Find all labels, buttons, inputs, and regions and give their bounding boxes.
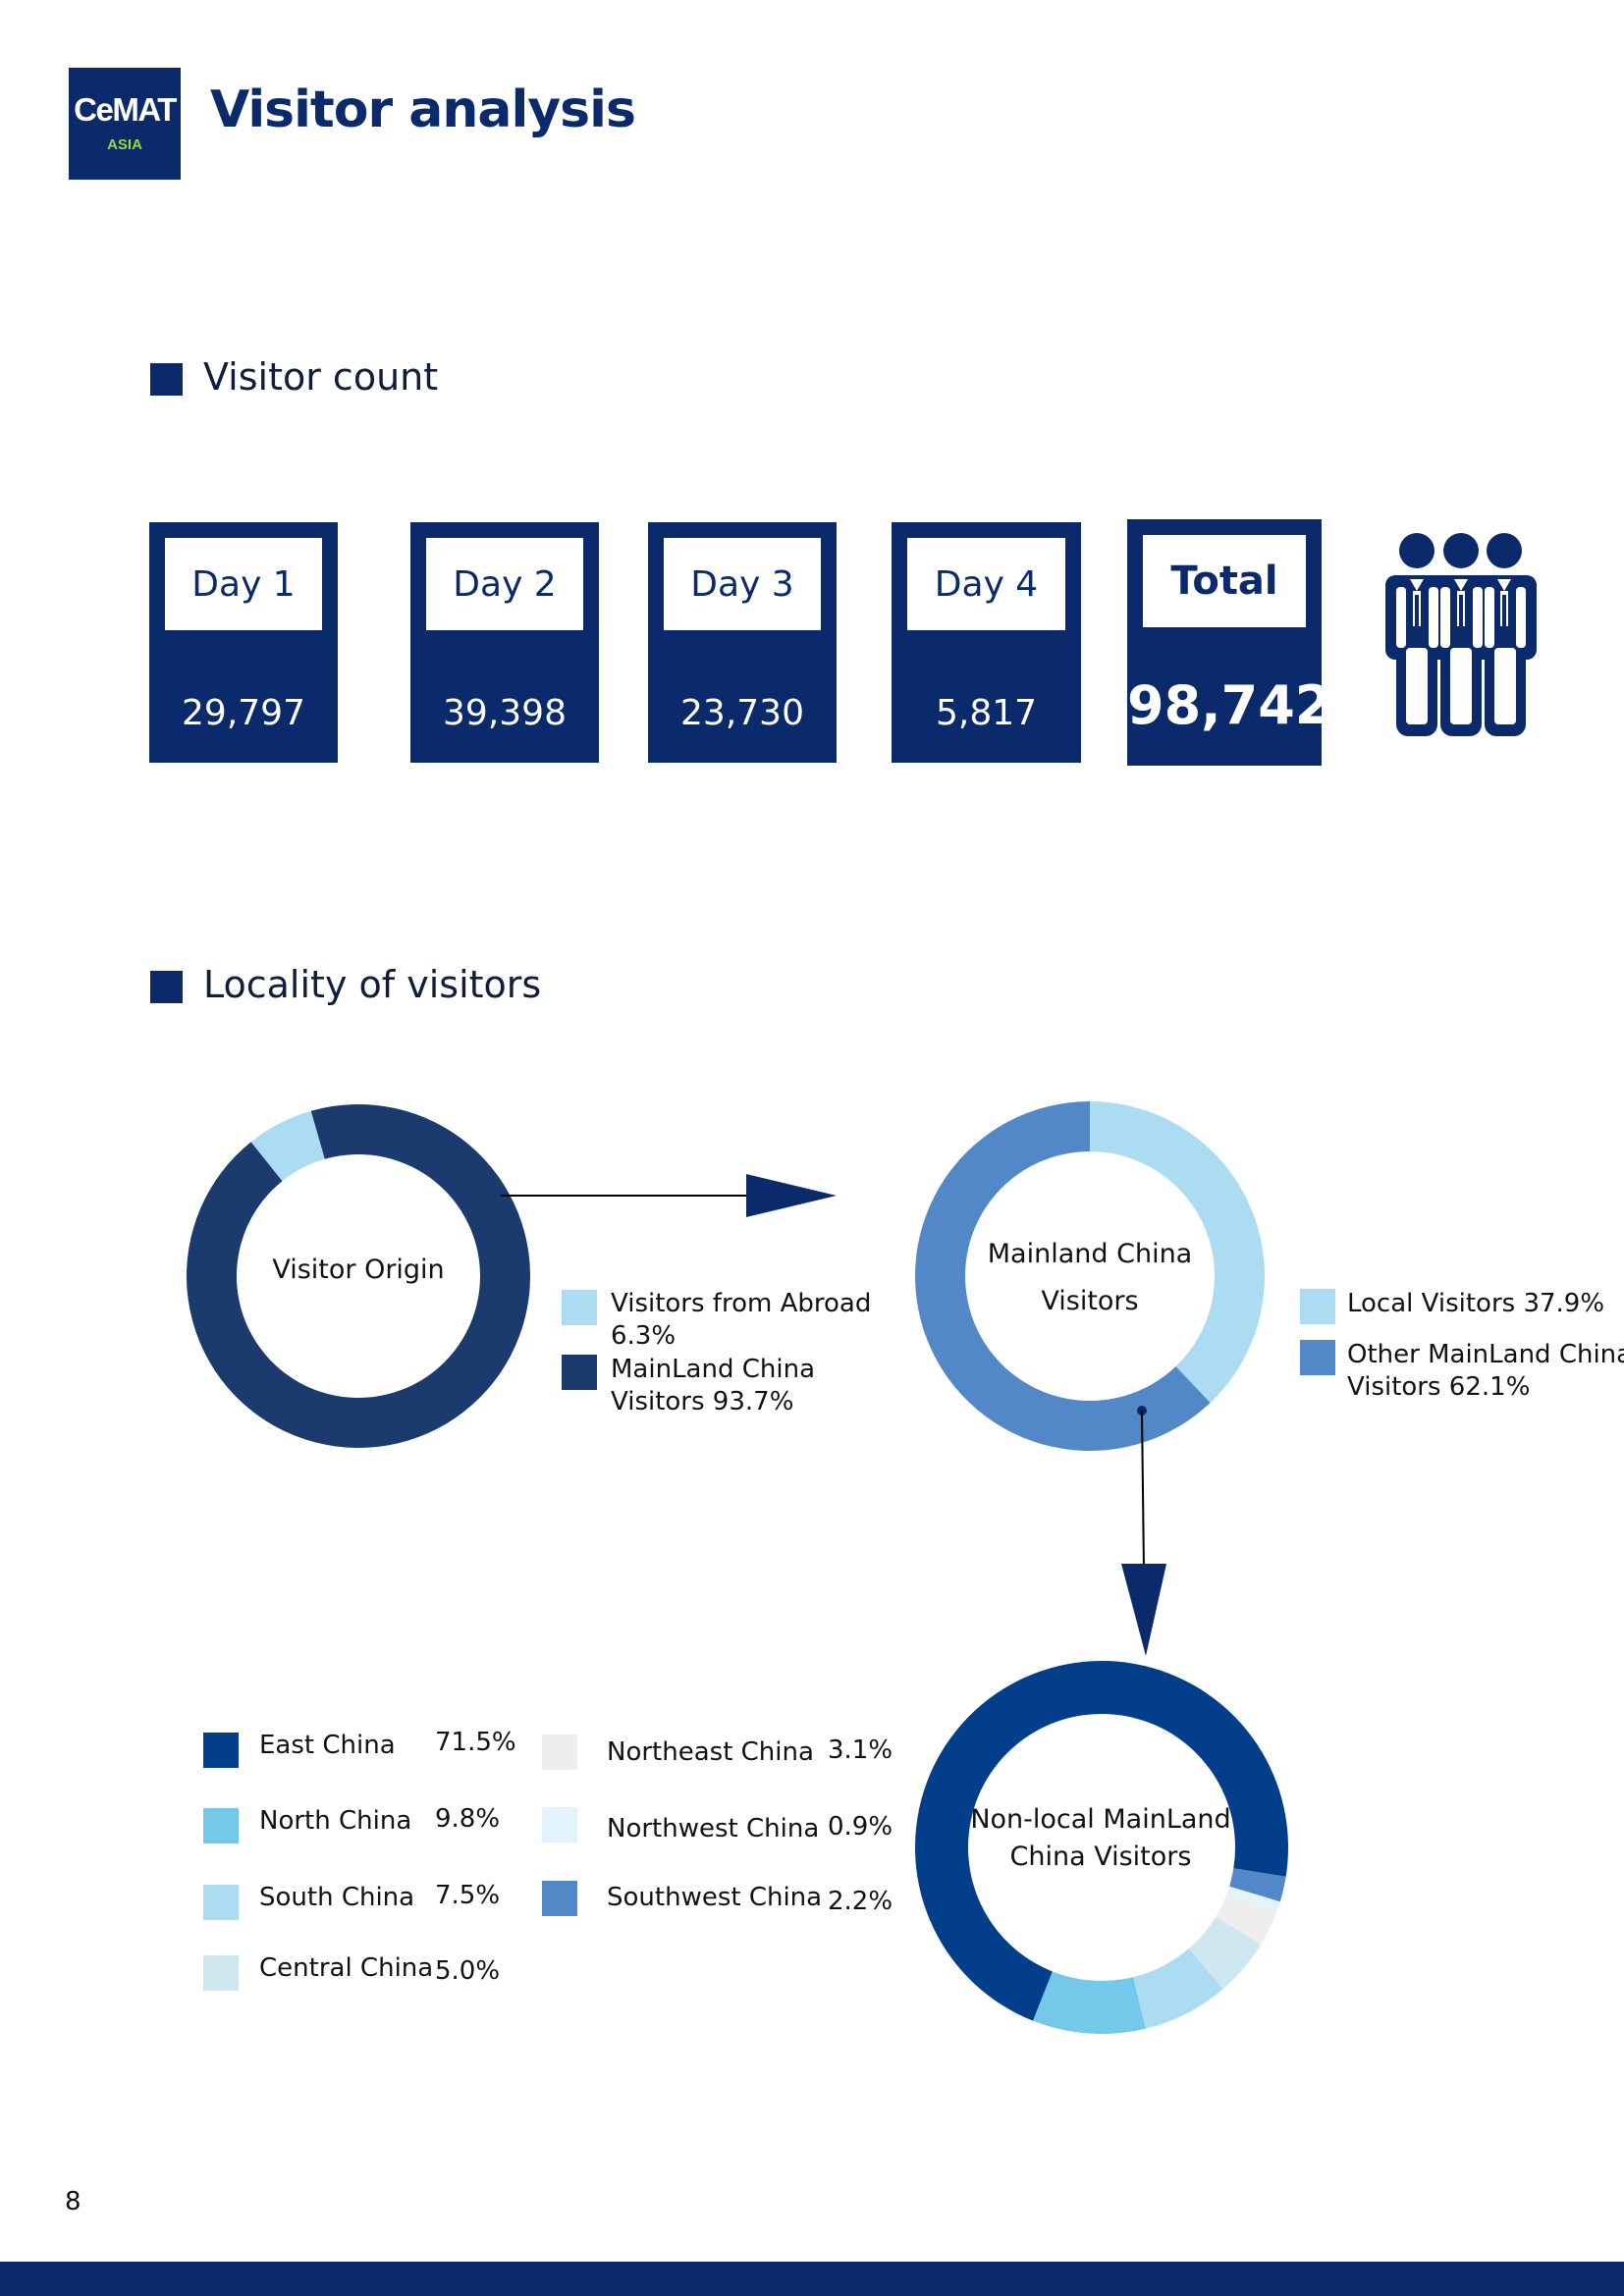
legend-swatch-central (203, 1955, 239, 1991)
donut-slice-central-china (1188, 1916, 1262, 1990)
donut-slice-northwest-china (1226, 1886, 1280, 1912)
region-pct-central: 5.0% (435, 1956, 501, 1986)
legend-swatch-east (203, 1733, 239, 1768)
donut-slice-local-visitors (1090, 1101, 1265, 1403)
region-name-north: North China (259, 1806, 412, 1836)
day-label: Day 2 (426, 538, 583, 630)
page-number: 8 (65, 2187, 81, 2216)
total-value: 98,742 (1127, 674, 1332, 736)
legend-swatch-mainland (562, 1355, 597, 1390)
donut-slice-visitors-from-abroad (250, 1110, 325, 1182)
region-pct-southwest: 2.2% (828, 1887, 893, 1916)
donut3-center-label-line1: Non-local MainLand (970, 1804, 1231, 1835)
region-name-central: Central China (259, 1953, 434, 1983)
region-name-south: South China (259, 1883, 415, 1912)
nonlocal-mainland-donut (915, 1661, 1288, 2034)
donut-slice-other-mainland-china-visitors (915, 1101, 1211, 1451)
legend-swatch-abroad (562, 1290, 597, 1325)
day-value: 5,817 (935, 693, 1038, 733)
arrow-right-icon (501, 1174, 837, 1217)
region-pct-northeast: 3.1% (828, 1735, 893, 1765)
visitor-origin-donut (187, 1104, 530, 1448)
day-label: Day 3 (664, 538, 821, 630)
day-label: Day 4 (907, 538, 1065, 630)
day-value: 29,797 (182, 693, 305, 733)
legend-swatch-local (1300, 1289, 1335, 1324)
day-box-4: Day 4 5,817 (892, 522, 1081, 763)
donut-slice-northeast-china (1216, 1893, 1277, 1945)
donut2-center-label-line2: Visitors (1041, 1286, 1139, 1316)
legend-label-abroad-line1: Visitors from Abroad (611, 1289, 872, 1318)
legend-label-mainland-line2: Visitors 93.7% (611, 1387, 794, 1416)
day-value: 39,398 (443, 693, 567, 733)
region-name-northeast: Northeast China (607, 1737, 814, 1767)
region-pct-east: 71.5% (435, 1728, 516, 1757)
section-marker (150, 363, 183, 396)
arrow-down-icon (1121, 1406, 1166, 1656)
total-box: Total 98,742 (1127, 519, 1332, 766)
donut3-center-label-line2: China Visitors (1009, 1842, 1192, 1872)
legend-label-abroad-line2: 6.3% (611, 1321, 677, 1351)
donut-slice-east-china (915, 1661, 1288, 2021)
region-pct-south: 7.5% (435, 1881, 501, 1910)
day-box-2: Day 2 39,398 (410, 522, 599, 763)
region-name-east: East China (259, 1731, 396, 1760)
region-name-northwest: Northwest China (607, 1814, 820, 1843)
day-value: 23,730 (680, 693, 804, 733)
mainland-china-donut (915, 1101, 1265, 1451)
day-box-1: Day 1 29,797 (149, 522, 338, 763)
donut1-center-label: Visitor Origin (272, 1255, 445, 1285)
cemat-asia-logo: CeMAT ASIA (69, 68, 181, 180)
donut-slice-south-china (1133, 1949, 1223, 2029)
legend-swatch-south (203, 1885, 239, 1920)
region-name-southwest: Southwest China (607, 1883, 823, 1912)
legend-label-local: Local Visitors 37.9% (1347, 1289, 1605, 1318)
legend-label-other-mainland-line2: Visitors 62.1% (1347, 1372, 1531, 1402)
region-pct-north: 9.8% (435, 1804, 501, 1834)
section-marker (150, 971, 183, 1003)
legend-swatch-northeast (542, 1735, 577, 1770)
logo-subtext: ASIA (107, 136, 142, 153)
region-pct-northwest: 0.9% (828, 1812, 893, 1842)
day-label: Day 1 (165, 538, 322, 630)
donut-slice-north-china (1033, 1971, 1146, 2034)
day-box-3: Day 3 23,730 (648, 522, 837, 763)
legend-label-other-mainland-line1: Other MainLand China (1347, 1340, 1624, 1369)
legend-label-mainland-line1: MainLand China (611, 1355, 815, 1384)
footer-bar (0, 2262, 1624, 2296)
page-title: Visitor analysis (210, 80, 636, 139)
total-label: Total (1143, 535, 1306, 627)
donut-slice-southwest-china (1229, 1868, 1286, 1902)
legend-swatch-other-mainland (1300, 1340, 1335, 1375)
people-group-icon (1385, 533, 1537, 736)
donut2-center-label-line1: Mainland China (987, 1239, 1193, 1269)
legend-swatch-northwest (542, 1807, 577, 1842)
legend-swatch-southwest (542, 1881, 577, 1916)
section-title-visitor-count: Visitor count (203, 355, 439, 399)
legend-swatch-north (203, 1808, 239, 1843)
logo-text: CeMAT (74, 91, 177, 128)
section-title-locality: Locality of visitors (203, 963, 542, 1006)
